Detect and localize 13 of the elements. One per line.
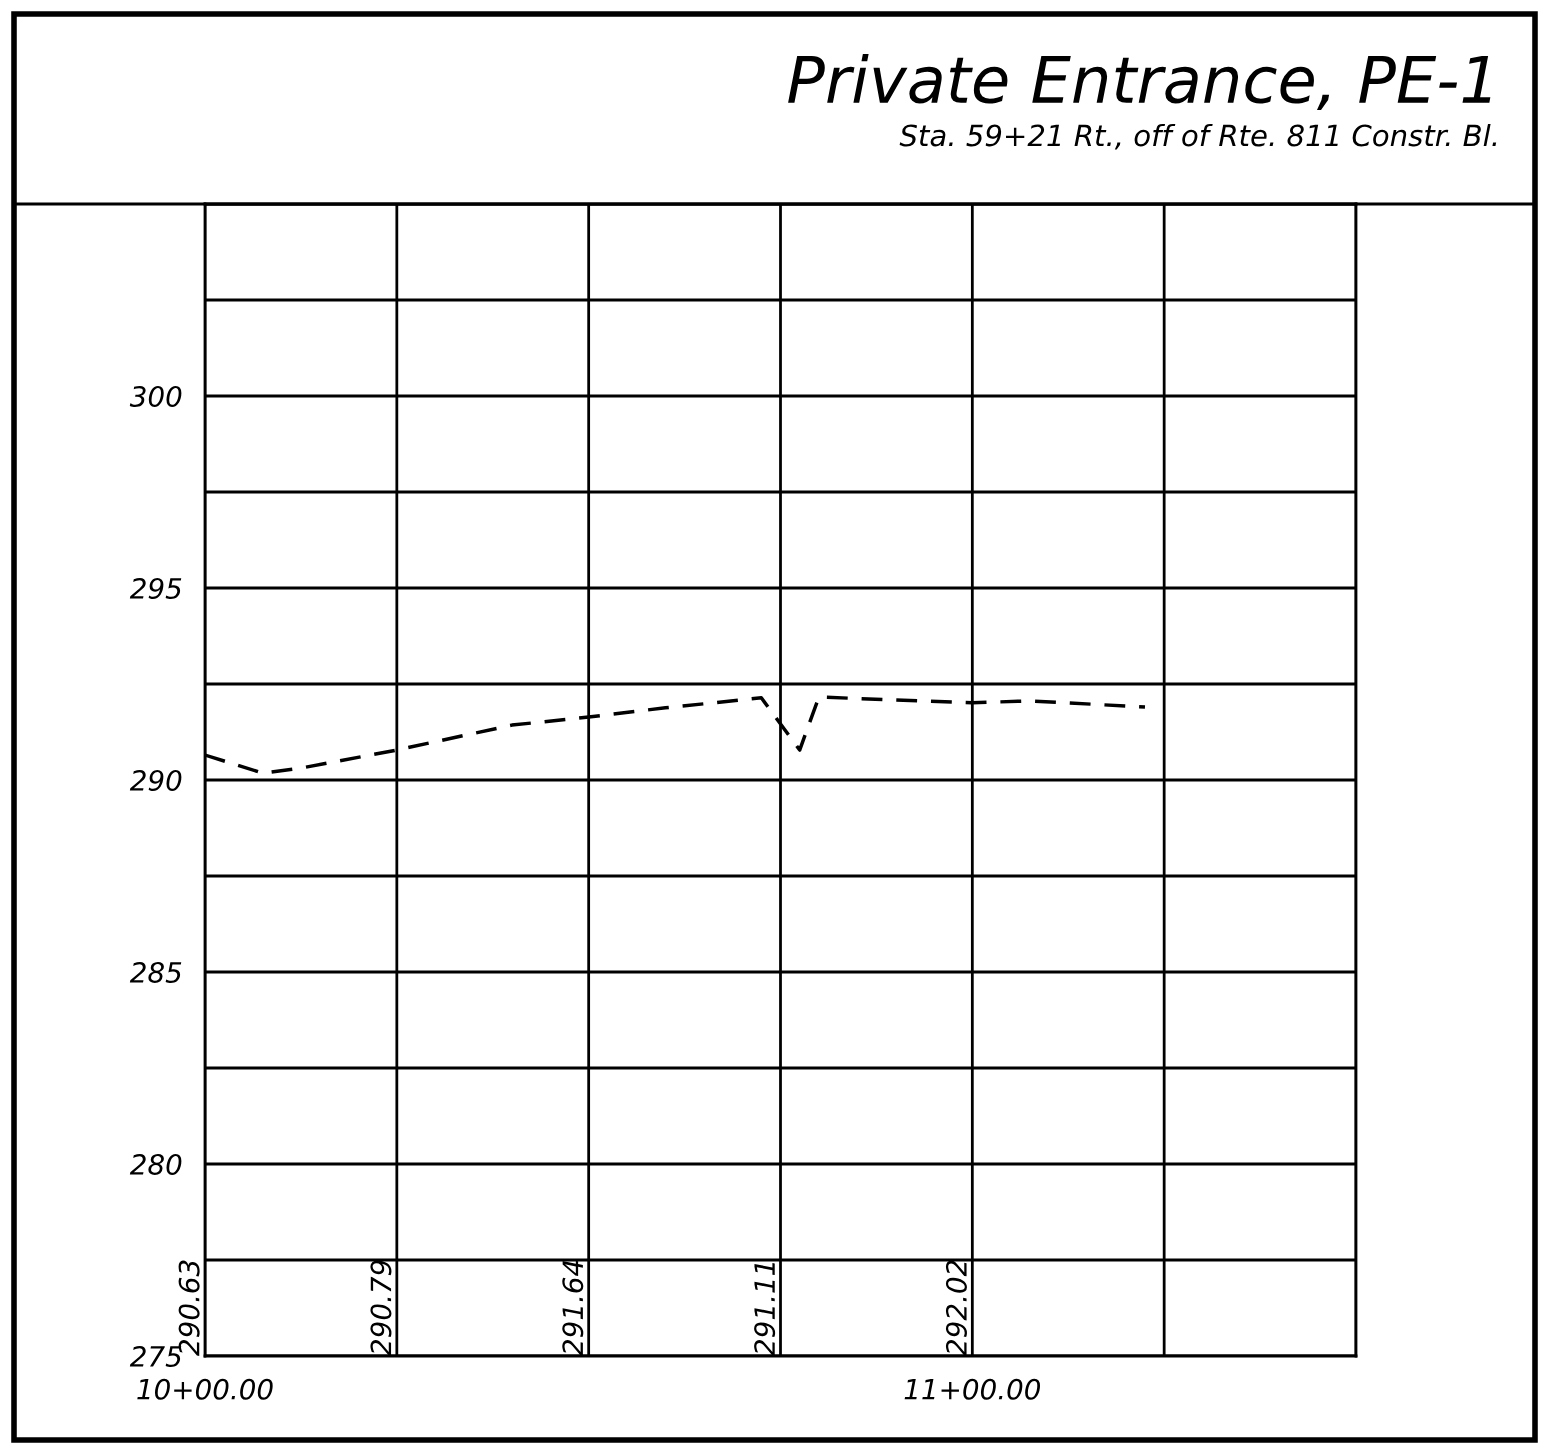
- y-tick-label: 300: [129, 385, 182, 407]
- chart-title: Private Entrance, PE-1: [788, 54, 1491, 111]
- annotation: 291.11: [754, 1263, 776, 1356]
- y-tick-label: 295: [129, 577, 182, 599]
- y-tick-label: 285: [129, 961, 182, 983]
- y-tick-label: 290: [129, 769, 182, 791]
- x-tick-label: 10+00.00: [137, 1378, 273, 1400]
- chart-subtitle: Sta. 59+21 Rt., off of Rte. 811 Constr. Bl.: [899, 123, 1497, 150]
- annotation: 292.02: [945, 1260, 967, 1356]
- annotation: 290.79: [370, 1260, 392, 1356]
- y-tick-label: 280: [129, 1153, 182, 1175]
- x-tick-label: 11+00.00: [904, 1378, 1041, 1400]
- annotation: 291.64: [562, 1260, 584, 1356]
